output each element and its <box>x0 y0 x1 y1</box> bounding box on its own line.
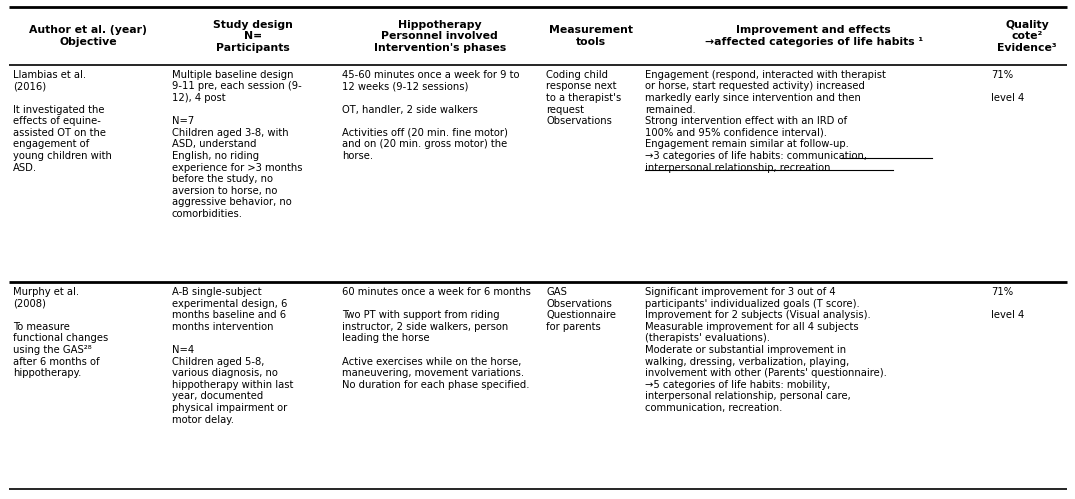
Text: Llambias et al.
(2016)

It investigated the
effects of equine-
assisted OT on th: Llambias et al. (2016) It investigated t… <box>13 70 112 173</box>
Text: Multiple baseline design
9-11 pre, each session (9-
12), 4 post

N=7
Children ag: Multiple baseline design 9-11 pre, each … <box>172 70 302 219</box>
Text: Engagement (respond, interacted with therapist
or horse, start requested activit: Engagement (respond, interacted with the… <box>645 70 886 173</box>
Text: 71%

level 4: 71% level 4 <box>991 70 1024 103</box>
Text: A-B single-subject
experimental design, 6
months baseline and 6
months intervent: A-B single-subject experimental design, … <box>172 287 293 425</box>
Text: 60 minutes once a week for 6 months

Two PT with support from riding
instructor,: 60 minutes once a week for 6 months Two … <box>342 287 531 390</box>
Text: Study design
N=
Participants: Study design N= Participants <box>213 19 292 53</box>
Text: Significant improvement for 3 out of 4
participants' individualized goals (T sco: Significant improvement for 3 out of 4 p… <box>645 287 887 413</box>
Text: GAS
Observations
Questionnaire
for parents: GAS Observations Questionnaire for paren… <box>546 287 616 332</box>
Text: 45-60 minutes once a week for 9 to
12 weeks (9-12 sessions)

OT, handler, 2 side: 45-60 minutes once a week for 9 to 12 we… <box>342 70 519 161</box>
Text: 71%

level 4: 71% level 4 <box>991 287 1024 320</box>
Text: Quality
cote²
Evidence³: Quality cote² Evidence³ <box>998 19 1057 53</box>
Text: Measurement
tools: Measurement tools <box>549 25 633 47</box>
Text: Improvement and effects
→affected categories of life habits ¹: Improvement and effects →affected catego… <box>704 25 923 47</box>
Text: Murphy et al.
(2008)

To measure
functional changes
using the GAS²⁸
after 6 mont: Murphy et al. (2008) To measure function… <box>13 287 109 378</box>
Text: Coding child
response next
to a therapist's
request
Observations: Coding child response next to a therapis… <box>546 70 621 126</box>
Text: Hippotherapy
Personnel involved
Intervention's phases: Hippotherapy Personnel involved Interven… <box>373 19 506 53</box>
Text: Author et al. (year)
Objective: Author et al. (year) Objective <box>29 25 147 47</box>
